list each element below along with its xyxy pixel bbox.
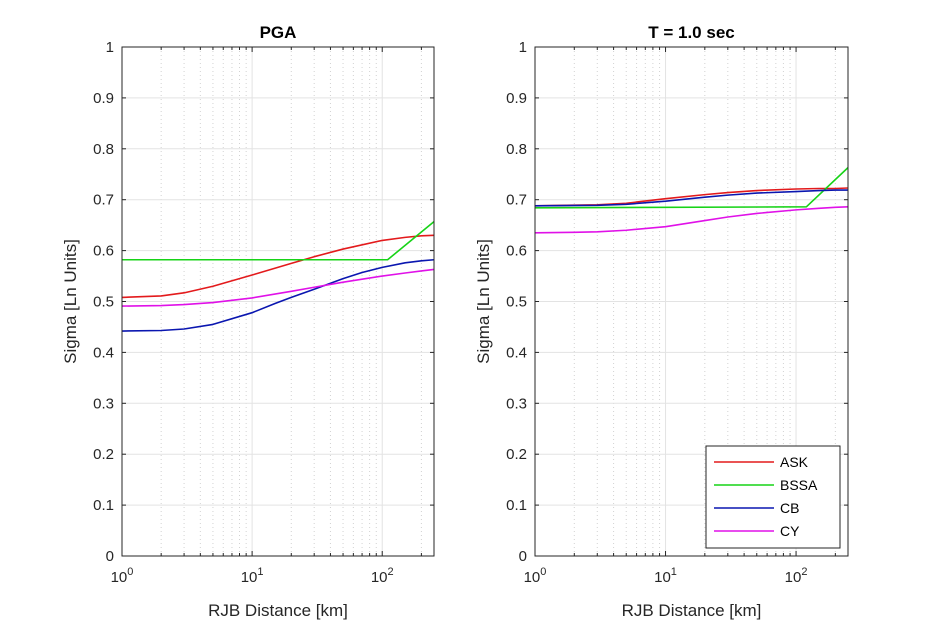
y-tick-label: 0.9 [506,90,527,107]
y-axis-label: Sigma [Ln Units] [474,239,493,364]
y-tick-label: 0.5 [506,294,527,311]
y-tick-label: 0.3 [506,395,527,412]
series-line-bssa [122,220,435,261]
series-line-ask [534,187,849,207]
x-tick-label: 100 [111,566,134,586]
y-tick-label: 1 [519,39,527,56]
y-tick-label: 0.2 [506,446,527,463]
legend-label-cy: CY [780,523,800,539]
x-axis-label: RJB Distance [km] [208,601,348,620]
chart-title: T = 1.0 sec [648,23,734,42]
legend: ASK BSSA CB CY [705,445,841,549]
series-line-cb [121,258,435,332]
y-tick-label: 0.6 [93,243,114,260]
y-tick-label: 0.6 [506,243,527,260]
y-tick-label: 0.9 [93,90,114,107]
series-line-cy [534,206,849,234]
x-tick-label: 102 [785,566,808,586]
series-line-cb [534,189,848,207]
y-tick-label: 0.7 [506,192,527,209]
y-tick-label: 0.2 [93,446,114,463]
y-tick-label: 0.4 [506,344,527,361]
y-tick-label: 0.7 [93,192,114,209]
x-tick-label: 102 [371,566,394,586]
y-axis-label: Sigma [Ln Units] [61,239,80,364]
legend-label-cb: CB [780,500,799,516]
x-tick-label: 100 [524,566,547,586]
y-tick-label: 0.8 [93,141,114,158]
y-tick-label: 0.5 [93,294,114,311]
y-tick-label: 0.1 [93,497,114,514]
y-tick-label: 0 [106,548,114,565]
chart-panel-2: 0 0.1 0.2 0.3 0.4 0.5 0.6 0.7 0.8 0.9 1 100 101 102 T … [474,23,849,620]
legend-label-bssa: BSSA [780,477,818,493]
y-tick-label: 0.3 [93,395,114,412]
y-tick-label: 0 [519,548,527,565]
x-axis-label: RJB Distance [km] [622,601,762,620]
series-line-bssa [534,167,849,209]
chart-title: PGA [260,23,297,42]
legend-label-ask: ASK [780,454,809,470]
x-tick-label: 101 [654,566,677,586]
chart-panel-1: 0 0.1 0.2 0.3 0.4 0.5 0.6 0.7 0.8 0.9 1 100 101 102 PG… [61,23,435,620]
y-tick-label: 0.1 [506,497,527,514]
y-tick-label: 1 [106,39,114,56]
x-tick-label: 101 [241,566,264,586]
y-tick-label: 0.4 [93,344,114,361]
y-tick-label: 0.8 [506,141,527,158]
series-line-cy [121,268,435,307]
